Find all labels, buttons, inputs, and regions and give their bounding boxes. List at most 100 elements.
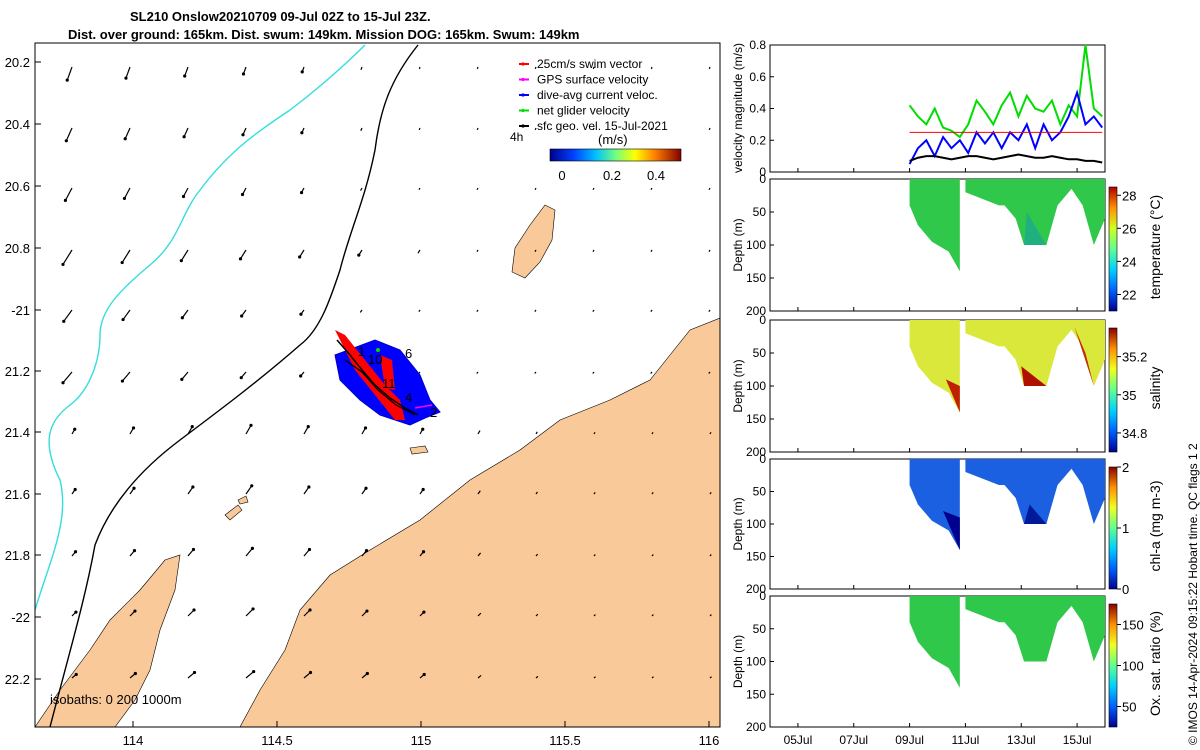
geo-velocity-arrow bbox=[125, 66, 131, 79]
isobath-200m bbox=[49, 44, 419, 727]
legend-swatch-head bbox=[521, 62, 525, 66]
geo-velocity-arrow bbox=[182, 187, 189, 197]
swim-vector-cloud bbox=[380, 355, 395, 390]
geo-velocity-arrow bbox=[64, 187, 73, 201]
geo-velocity-arrow bbox=[592, 249, 595, 253]
geo-velocity-arrow bbox=[708, 309, 711, 312]
geo-velocity-arrowhead bbox=[365, 671, 369, 676]
geo-velocity-arrowhead bbox=[74, 672, 78, 677]
geo-velocity-arrow bbox=[535, 675, 539, 679]
legend-entry: GPS surface velocity bbox=[537, 73, 648, 87]
geo-velocity-arrow bbox=[124, 127, 131, 140]
geo-velocity-arrow bbox=[650, 66, 653, 70]
legend-entry: 25cm/s swim vector bbox=[537, 57, 642, 71]
time-tick-label: 07Jul bbox=[839, 733, 868, 747]
legend-swatch-head bbox=[521, 108, 525, 113]
legend-swatch-head bbox=[521, 77, 525, 82]
geo-velocity-arrow bbox=[534, 371, 537, 374]
geo-velocity-arrow bbox=[650, 127, 653, 131]
geo-velocity-arrowhead bbox=[179, 259, 183, 263]
chla-section-fill bbox=[909, 459, 960, 550]
geo-velocity-arrow bbox=[651, 554, 654, 557]
geo-velocity-arrow bbox=[476, 371, 479, 374]
geo-velocity-arrow bbox=[122, 309, 131, 320]
glider-track-line bbox=[336, 339, 419, 416]
track-label: 11 bbox=[382, 376, 396, 391]
geo-velocity-arrowhead bbox=[182, 135, 186, 139]
geo-velocity-arrowhead bbox=[73, 427, 77, 431]
geo-velocity-arrow bbox=[592, 371, 595, 374]
geo-velocity-arrowhead bbox=[422, 672, 426, 677]
geo-velocity-arrow bbox=[123, 187, 131, 199]
geo-velocity-arrowhead bbox=[65, 78, 69, 82]
geo-velocity-arrowhead bbox=[123, 137, 127, 141]
geo-velocity-arrowhead bbox=[306, 425, 310, 429]
lat-tick-label: -21 bbox=[11, 303, 30, 318]
geo-velocity-arrowhead bbox=[299, 312, 303, 316]
geo-velocity-arrow bbox=[534, 187, 537, 191]
lat-tick-label: -22 bbox=[11, 610, 30, 625]
geo-velocity-arrowhead bbox=[241, 133, 245, 137]
velocity-series-line bbox=[909, 153, 1103, 164]
chla-cbar-tick-label: 0 bbox=[1122, 582, 1129, 597]
temperature-cool-patch bbox=[1024, 212, 1047, 245]
geo-velocity-arrow bbox=[593, 554, 596, 557]
geo-velocity-arrow bbox=[593, 614, 596, 617]
oxygen-cbar-tick-label: 150 bbox=[1122, 618, 1144, 633]
geo-velocity-arrow bbox=[121, 249, 131, 263]
geo-velocity-arrowhead bbox=[122, 196, 127, 201]
geo-velocity-arrowhead bbox=[63, 198, 68, 202]
chla-cbar-tick-label: 1 bbox=[1122, 521, 1129, 536]
depth-ylabel: Depth (m) bbox=[731, 218, 745, 271]
geo-velocity-arrow bbox=[66, 66, 73, 81]
lon-tick-label: 116 bbox=[699, 733, 720, 748]
geo-velocity-arrowhead bbox=[120, 260, 124, 265]
velocity-series-line bbox=[908, 44, 1103, 139]
salinity-cbar-label: salinity bbox=[1147, 367, 1163, 410]
geo-velocity-arrow bbox=[709, 676, 712, 679]
geo-velocity-arrow bbox=[477, 552, 482, 557]
geo-velocity-arrow bbox=[360, 66, 363, 71]
depth-ylabel: Depth (m) bbox=[731, 635, 745, 688]
geo-velocity-arrowhead bbox=[192, 608, 196, 612]
geo-velocity-arrowhead bbox=[421, 427, 425, 431]
geo-velocity-arrowhead bbox=[131, 426, 136, 430]
geo-velocity-arrow bbox=[651, 676, 654, 679]
gps-velocity-vector bbox=[414, 404, 433, 409]
geo-velocity-arrow bbox=[592, 127, 595, 131]
oxygen-section-fill bbox=[909, 596, 960, 688]
geo-velocity-arrowhead bbox=[307, 547, 312, 552]
geo-velocity-arrowhead bbox=[250, 546, 255, 550]
credit-text: © IMOS 14-Apr-2024 09:15:22 Hobart time.… bbox=[1186, 443, 1200, 745]
salinity-cbar-tick-label: 35.2 bbox=[1122, 350, 1147, 365]
geo-velocity-arrowhead bbox=[241, 72, 246, 76]
geo-velocity-arrow bbox=[245, 425, 252, 435]
oxygen-section-fill bbox=[965, 596, 1105, 662]
geo-velocity-arrow bbox=[477, 430, 481, 435]
geo-velocity-arrowhead bbox=[300, 131, 304, 135]
temperature-cbar-tick-label: 26 bbox=[1122, 221, 1136, 236]
velocity-ylabel: velocity magnitude (m/s) bbox=[731, 43, 745, 173]
legend-swatch-head bbox=[521, 93, 525, 97]
salinity-cbar-tick-label: 35 bbox=[1122, 388, 1136, 403]
depth-tick-label: 200 bbox=[746, 720, 766, 734]
chla-section-fill bbox=[965, 459, 1105, 524]
depth-tick-label: 100 bbox=[746, 379, 766, 393]
geo-velocity-arrow bbox=[593, 431, 596, 435]
geo-velocity-arrowhead bbox=[238, 257, 243, 261]
velocity-ytick-label: 0.4 bbox=[749, 102, 766, 116]
salinity-high-patch bbox=[1074, 326, 1094, 386]
figure-subtitle: Dist. over ground: 165km. Dist. swum: 14… bbox=[68, 27, 580, 42]
geo-velocity-arrowhead bbox=[121, 317, 125, 322]
geo-velocity-arrow bbox=[709, 431, 712, 435]
chla-colorbar bbox=[1108, 466, 1118, 590]
time-tick-label: 09Jul bbox=[895, 733, 924, 747]
geo-velocity-arrow bbox=[708, 371, 711, 374]
geo-velocity-arrow bbox=[245, 671, 255, 679]
temperature-cbar-tick-label: 22 bbox=[1122, 287, 1136, 302]
oxygen-colorbar bbox=[1108, 603, 1118, 728]
lat-tick-label: 21.4 bbox=[5, 425, 30, 440]
geo-velocity-arrow bbox=[593, 492, 596, 495]
lat-tick-label: 21.2 bbox=[5, 364, 30, 379]
geo-velocity-arrow bbox=[709, 614, 712, 617]
